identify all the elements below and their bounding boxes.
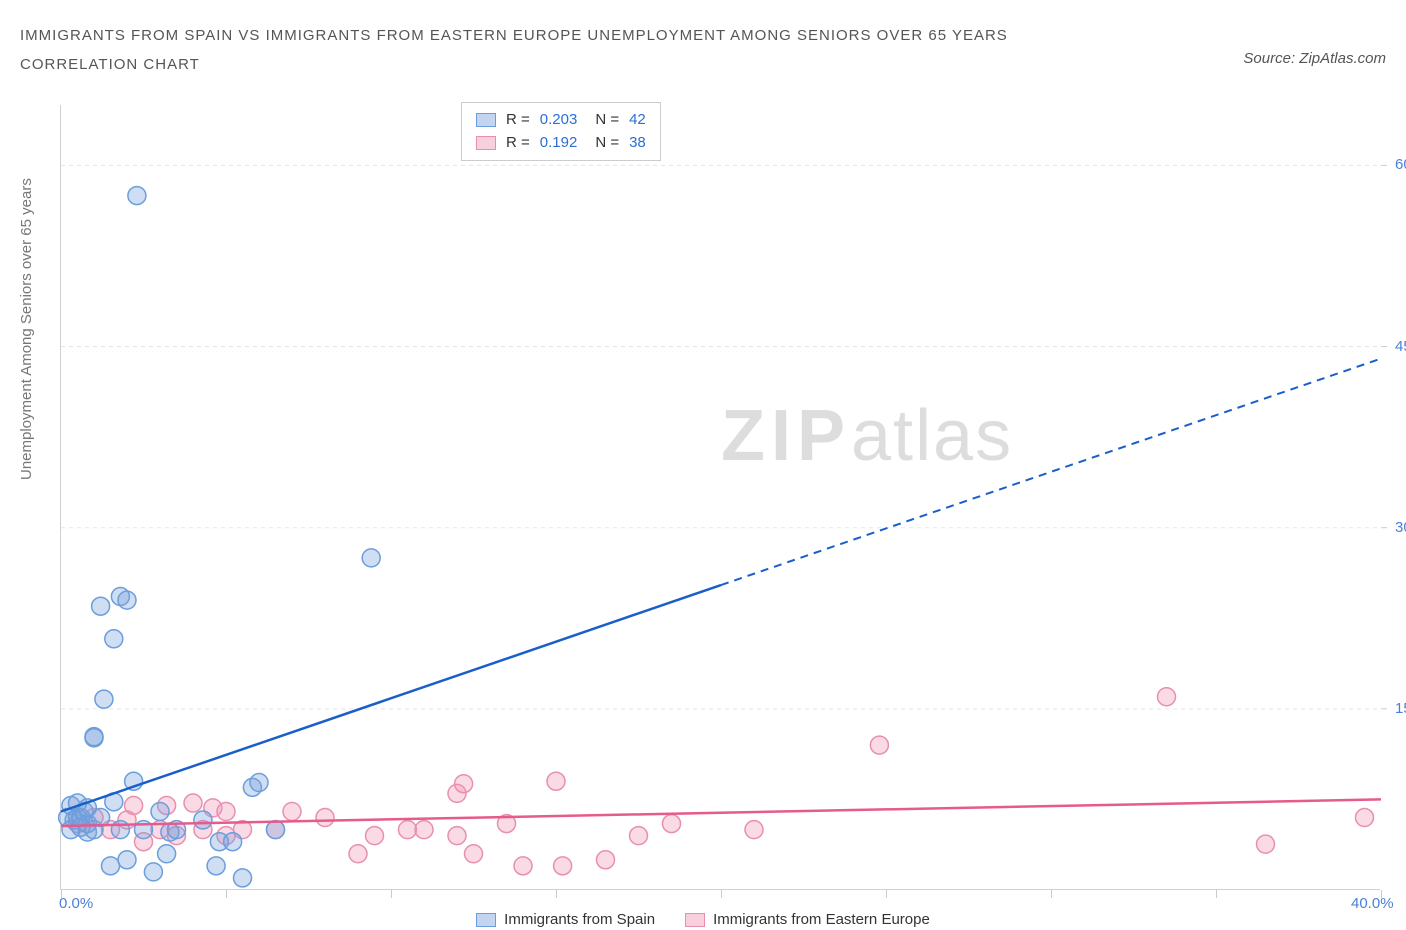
- stats-legend: R = 0.203 N = 42 R = 0.192 N = 38: [461, 102, 661, 161]
- chart-title: IMMIGRANTS FROM SPAIN VS IMMIGRANTS FROM…: [20, 22, 1008, 79]
- series-blue-points: [59, 187, 381, 887]
- trend-lines: [61, 359, 1381, 826]
- scatter-svg: [61, 105, 1381, 890]
- swatch-blue-icon: [476, 113, 496, 127]
- n-label: N =: [595, 109, 619, 132]
- y-tick-label: 15.0%: [1395, 700, 1406, 717]
- series-legend: Immigrants from Spain Immigrants from Ea…: [0, 911, 1406, 928]
- swatch-pink-icon: [685, 913, 705, 927]
- source-attribution: Source: ZipAtlas.com: [1243, 22, 1386, 67]
- y-axis-title: Unemployment Among Seniors over 65 years: [18, 178, 35, 480]
- r-value-pink: 0.192: [540, 132, 578, 155]
- legend-label-spain: Immigrants from Spain: [504, 911, 655, 928]
- legend-item-eastern-europe: Immigrants from Eastern Europe: [685, 911, 930, 928]
- r-label: R =: [506, 132, 530, 155]
- n-value-pink: 38: [629, 132, 646, 155]
- n-value-blue: 42: [629, 109, 646, 132]
- legend-label-eastern-europe: Immigrants from Eastern Europe: [713, 911, 930, 928]
- x-tick-label: 0.0%: [59, 895, 93, 912]
- source-name: ZipAtlas.com: [1299, 50, 1386, 67]
- title-line-2: CORRELATION CHART: [20, 51, 1008, 80]
- plot-area: ZIPatlas R = 0.203 N = 42 R = 0.192 N = …: [60, 105, 1380, 890]
- y-tick-label: 30.0%: [1395, 519, 1406, 536]
- legend-row-blue: R = 0.203 N = 42: [476, 109, 646, 132]
- title-line-1: IMMIGRANTS FROM SPAIN VS IMMIGRANTS FROM…: [20, 22, 1008, 51]
- legend-row-pink: R = 0.192 N = 38: [476, 132, 646, 155]
- y-tick-label: 60.0%: [1395, 156, 1406, 173]
- y-tick-label: 45.0%: [1395, 338, 1406, 355]
- source-prefix: Source:: [1243, 50, 1299, 67]
- chart-header: IMMIGRANTS FROM SPAIN VS IMMIGRANTS FROM…: [0, 0, 1406, 79]
- n-label: N =: [595, 132, 619, 155]
- x-tick-label: 40.0%: [1351, 895, 1394, 912]
- legend-item-spain: Immigrants from Spain: [476, 911, 655, 928]
- swatch-blue-icon: [476, 913, 496, 927]
- swatch-pink-icon: [476, 136, 496, 150]
- r-value-blue: 0.203: [540, 109, 578, 132]
- r-label: R =: [506, 109, 530, 132]
- gridlines: [61, 165, 1387, 708]
